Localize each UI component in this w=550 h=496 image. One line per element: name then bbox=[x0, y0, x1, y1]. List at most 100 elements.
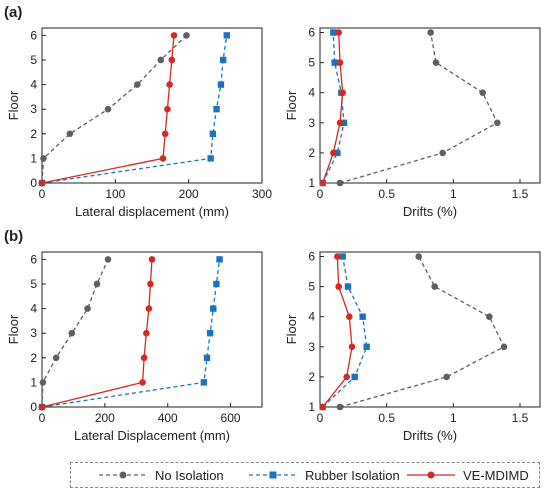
chart1-y-tick-label-2: 2 bbox=[30, 127, 37, 141]
chart3-x-axis-label: Lateral Displacement (mm) bbox=[74, 428, 230, 443]
legend-label-ve-mdimd: VE-MDIMD bbox=[463, 467, 529, 483]
legend-item-no-isolation: No Isolation bbox=[99, 463, 224, 487]
chart1-point-rubber-isolation-5 bbox=[219, 56, 227, 64]
chart4-point-ve-mdimd-0 bbox=[319, 403, 326, 411]
chart1-point-ve-mdimd-4 bbox=[166, 81, 173, 88]
legend-label-rubber-isolation: Rubber Isolation bbox=[305, 467, 400, 483]
chart3-point-rubber-isolation-6 bbox=[216, 256, 223, 263]
chart1-point-ve-mdimd-1 bbox=[159, 155, 167, 162]
chart3-y-tick-label-1: 1 bbox=[30, 375, 37, 389]
chart1-y-tick-label-4: 4 bbox=[30, 78, 37, 92]
chart2-x-tick-label-2: 1 bbox=[450, 187, 457, 201]
chart2-point-rubber-isolation-2 bbox=[340, 119, 348, 127]
chart2-point-rubber-isolation-1 bbox=[334, 149, 341, 157]
chart3-y-tick-label-5: 5 bbox=[30, 277, 37, 291]
chart1-point-ve-mdimd-3 bbox=[164, 105, 171, 113]
chart4-x-axis-label: Drifts (%) bbox=[403, 428, 457, 443]
chart1-x-tick-label-0: 0 bbox=[39, 187, 46, 201]
chart2-series-line-rubber-isolation bbox=[322, 32, 345, 184]
chart4-y-tick-label-0: 1 bbox=[308, 400, 315, 414]
chart1-point-ve-mdimd-5 bbox=[168, 56, 176, 64]
legend: No Isolation Rubber Isolation VE-MDIMD bbox=[70, 462, 540, 488]
chart2-y-tick-label-0: 1 bbox=[308, 176, 315, 190]
chart3-y-axis-label: Floor bbox=[6, 314, 21, 344]
chart1-point-rubber-isolation-1 bbox=[207, 155, 214, 162]
chart3-point-ve-mdimd-4 bbox=[145, 305, 153, 312]
chart1-point-no-isolation-6 bbox=[183, 32, 190, 39]
chart1-x-tick-label-3: 300 bbox=[252, 187, 272, 201]
legend-item-rubber-isolation: Rubber Isolation bbox=[249, 463, 400, 487]
chart2-y-tick-label-3: 4 bbox=[308, 86, 315, 100]
chart4-series-line-no-isolation bbox=[339, 256, 505, 408]
legend-item-ve-mdimd: VE-MDIMD bbox=[407, 463, 529, 487]
chart3-y-tick-label-0: 0 bbox=[30, 400, 37, 414]
chart1-point-no-isolation-3 bbox=[104, 105, 112, 113]
chart4-point-no-isolation-4 bbox=[431, 283, 438, 290]
chart4-series-line-rubber-isolation bbox=[322, 256, 368, 408]
chart1-point-no-isolation-2 bbox=[66, 130, 74, 138]
chart3-point-no-isolation-1 bbox=[39, 379, 47, 386]
chart2-point-ve-mdimd-4 bbox=[336, 59, 344, 66]
chart1-y-tick-label-3: 3 bbox=[30, 102, 37, 116]
chart3-point-rubber-isolation-5 bbox=[213, 280, 220, 288]
chart2-point-ve-mdimd-5 bbox=[335, 29, 342, 36]
chart1-plot-frame bbox=[41, 27, 263, 184]
chart4-y-tick-label-4: 5 bbox=[308, 280, 315, 294]
chart2-point-rubber-isolation-4 bbox=[331, 59, 338, 66]
legend-label-no-isolation: No Isolation bbox=[155, 467, 224, 483]
chart2-y-axis-label: Floor bbox=[284, 90, 299, 120]
chart4-point-rubber-isolation-1 bbox=[351, 373, 358, 381]
chart2-point-ve-mdimd-1 bbox=[330, 149, 337, 157]
chart1-point-ve-mdimd-6 bbox=[170, 32, 178, 39]
chart4-x-tick-label-2: 1 bbox=[450, 411, 457, 425]
chart2-point-no-isolation-4 bbox=[432, 59, 440, 66]
legend-marker-rubber-isolation bbox=[249, 471, 297, 479]
chart4-x-tick-label-3: 1.5 bbox=[512, 411, 529, 425]
chart2-y-tick-label-2: 3 bbox=[308, 116, 315, 130]
chart4-point-no-isolation-3 bbox=[486, 313, 493, 321]
legend-marker-ve-mdimd bbox=[407, 471, 455, 479]
chart2-point-no-isolation-2 bbox=[494, 119, 501, 127]
chart2-x-tick-label-3: 1.5 bbox=[512, 187, 529, 201]
chart2-x-tick-label-1: 0.5 bbox=[378, 187, 395, 201]
panel-label-b: (b) bbox=[4, 228, 24, 245]
chart2-x-axis-label: Drifts (%) bbox=[403, 204, 457, 219]
chart3-point-no-isolation-3 bbox=[68, 329, 76, 337]
chart4-point-no-isolation-1 bbox=[443, 373, 450, 381]
chart4-y-tick-label-3: 4 bbox=[308, 310, 315, 324]
chart4-point-rubber-isolation-3 bbox=[359, 313, 366, 320]
chart3-x-tick-label-2: 400 bbox=[158, 411, 178, 425]
chart4-point-ve-mdimd-5 bbox=[334, 253, 341, 260]
chart1-point-ve-mdimd-2 bbox=[161, 130, 169, 138]
chart1-point-rubber-isolation-2 bbox=[209, 130, 217, 137]
chart3-point-ve-mdimd-0 bbox=[38, 403, 46, 411]
chart3-point-ve-mdimd-1 bbox=[139, 379, 146, 386]
chart2-series-line-no-isolation bbox=[339, 32, 499, 184]
chart3-point-no-isolation-4 bbox=[84, 305, 91, 312]
chart4-y-tick-label-2: 3 bbox=[308, 340, 315, 354]
chart3-point-ve-mdimd-2 bbox=[140, 354, 148, 362]
chart4-y-axis-label: Floor bbox=[284, 314, 299, 344]
chart2-plot-frame bbox=[319, 27, 541, 184]
chart3-point-ve-mdimd-5 bbox=[147, 280, 154, 288]
chart1-series-line-rubber-isolation bbox=[41, 35, 228, 184]
chart3-plot-frame bbox=[41, 251, 263, 408]
chart4-point-no-isolation-2 bbox=[500, 343, 508, 351]
chart3-point-rubber-isolation-4 bbox=[210, 305, 217, 312]
chart1-point-rubber-isolation-3 bbox=[213, 105, 220, 113]
chart2-point-rubber-isolation-5 bbox=[330, 29, 337, 36]
chart3-point-ve-mdimd-3 bbox=[143, 329, 150, 337]
chart3-y-tick-label-3: 3 bbox=[30, 326, 37, 340]
chart4-point-rubber-isolation-4 bbox=[344, 283, 352, 290]
chart4-point-ve-mdimd-2 bbox=[348, 343, 356, 351]
chart3-x-tick-label-3: 600 bbox=[221, 411, 241, 425]
chart4-point-no-isolation-5 bbox=[415, 253, 422, 260]
chart1-x-tick-label-1: 100 bbox=[105, 187, 125, 201]
chart3-point-no-isolation-6 bbox=[104, 256, 112, 263]
chart1-point-no-isolation-5 bbox=[157, 56, 165, 64]
chart2-point-no-isolation-1 bbox=[439, 149, 446, 157]
panel-label-a: (a) bbox=[4, 4, 23, 21]
chart3-point-no-isolation-2 bbox=[52, 354, 60, 362]
chart2-point-ve-mdimd-2 bbox=[336, 119, 344, 127]
